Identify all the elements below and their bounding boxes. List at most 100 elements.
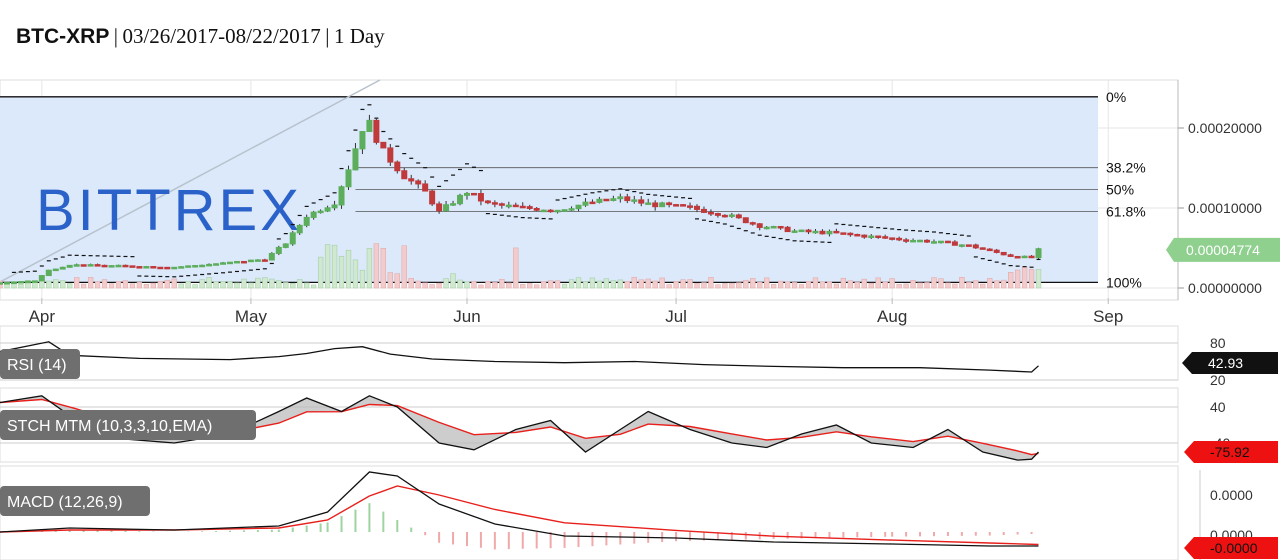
volume-bar <box>910 280 916 289</box>
candle-body <box>415 180 422 185</box>
candle-body <box>951 241 958 246</box>
volume-bar <box>248 282 254 289</box>
candle-body <box>645 202 652 205</box>
volume-bar <box>394 273 400 289</box>
candle-body <box>261 259 268 262</box>
stoch-value-badge <box>1184 441 1278 463</box>
volume-bar <box>861 278 867 289</box>
volume-bar <box>994 280 1000 289</box>
volume-bar <box>262 277 268 289</box>
volume-bar <box>373 243 380 289</box>
volume-bar <box>122 280 129 289</box>
candle-body <box>206 263 213 267</box>
volume-bar <box>443 278 449 289</box>
candle-body <box>408 178 415 182</box>
candle-body <box>185 265 192 268</box>
volume-bar <box>359 269 366 289</box>
volume-bar <box>1001 279 1007 289</box>
volume-bar <box>46 280 52 289</box>
candle-body <box>94 264 101 267</box>
candlesticks <box>0 114 1042 285</box>
volume-bar <box>924 282 930 289</box>
volume-bar <box>213 281 219 289</box>
fib-level-label: 50% <box>1106 182 1134 198</box>
volume-bar <box>652 280 658 289</box>
volume-bar <box>276 280 282 289</box>
candle-body <box>659 202 666 208</box>
parabolic-sar <box>11 104 1041 278</box>
candle-body <box>52 268 59 272</box>
volume-bar <box>67 283 73 289</box>
candle-body <box>1028 255 1035 259</box>
candle-body <box>547 209 554 213</box>
candle-body <box>917 239 924 243</box>
volume-bar <box>819 281 826 289</box>
time-tick-label: Sep <box>1093 307 1123 326</box>
candle-body <box>470 192 477 196</box>
candle-body <box>986 248 993 252</box>
price-tick-label: 0.00000000 <box>1188 280 1262 296</box>
candle-body <box>233 260 240 264</box>
candle-body <box>59 266 66 270</box>
volume-bar <box>596 280 603 289</box>
volume-bar <box>575 277 582 289</box>
candle-body <box>1035 248 1042 259</box>
candle-body <box>603 198 610 202</box>
volume-bar <box>436 282 442 289</box>
candle-body <box>749 222 756 225</box>
candle-body <box>784 226 791 233</box>
volume-bar <box>178 283 184 289</box>
volume-bar <box>304 282 310 289</box>
candle-body <box>0 282 3 285</box>
candle-body <box>854 233 861 237</box>
volume-bar <box>53 279 59 289</box>
fib-level-label: 61.8% <box>1106 204 1146 220</box>
volume-bar <box>959 277 965 289</box>
volume-bar <box>750 278 756 289</box>
rsi-label-box <box>0 349 80 379</box>
candle-body <box>352 148 359 171</box>
volume-bar <box>108 283 115 289</box>
rsi-label: RSI (14) <box>7 357 67 374</box>
candle-body <box>457 194 464 205</box>
candle-body <box>652 202 659 208</box>
candle-body <box>331 204 338 209</box>
candle-body <box>268 252 275 261</box>
price-tick-label: 0.00010000 <box>1188 200 1262 216</box>
candle-body <box>10 281 17 285</box>
volume-bar <box>380 247 387 289</box>
volume-bar <box>429 284 435 289</box>
volume-bar <box>80 283 87 289</box>
volume-bar <box>938 278 944 289</box>
volume-bar <box>352 259 359 289</box>
volume-bar <box>701 282 707 289</box>
volume-bar <box>157 280 163 289</box>
candle-body <box>944 240 951 244</box>
date-range-label: 03/26/2017-08/22/2017 <box>122 24 321 48</box>
candle-body <box>171 266 178 270</box>
candle-body <box>247 259 254 263</box>
rsi-value-label: 42.93 <box>1208 355 1243 371</box>
volume-bar <box>136 281 143 289</box>
candle-body <box>157 266 164 270</box>
volume-bar <box>1008 272 1014 289</box>
candle-body <box>610 198 617 201</box>
candle-body <box>889 237 896 240</box>
candle-body <box>422 183 429 192</box>
candle-body <box>673 204 680 207</box>
candle-body <box>136 266 143 269</box>
time-tick-label: Jun <box>453 307 480 326</box>
volume-bar <box>227 281 233 289</box>
interval-label: 1 Day <box>333 24 385 48</box>
volume-bar <box>255 277 261 289</box>
volume-bar <box>715 284 721 289</box>
candle-body <box>282 243 289 248</box>
candle-body <box>519 205 526 209</box>
macd-frame <box>0 465 1179 560</box>
candle-body <box>491 202 498 205</box>
volume-bar <box>143 284 150 289</box>
candle-body <box>589 201 596 205</box>
volume-bar <box>171 278 177 289</box>
